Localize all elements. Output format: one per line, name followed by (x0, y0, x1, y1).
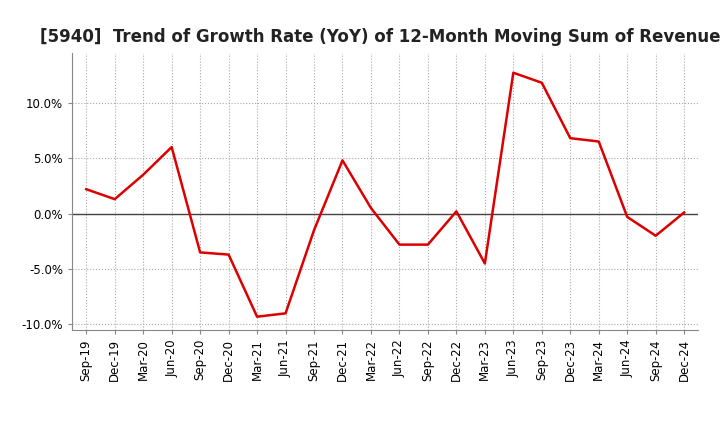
Title: [5940]  Trend of Growth Rate (YoY) of 12-Month Moving Sum of Revenues: [5940] Trend of Growth Rate (YoY) of 12-… (40, 28, 720, 46)
